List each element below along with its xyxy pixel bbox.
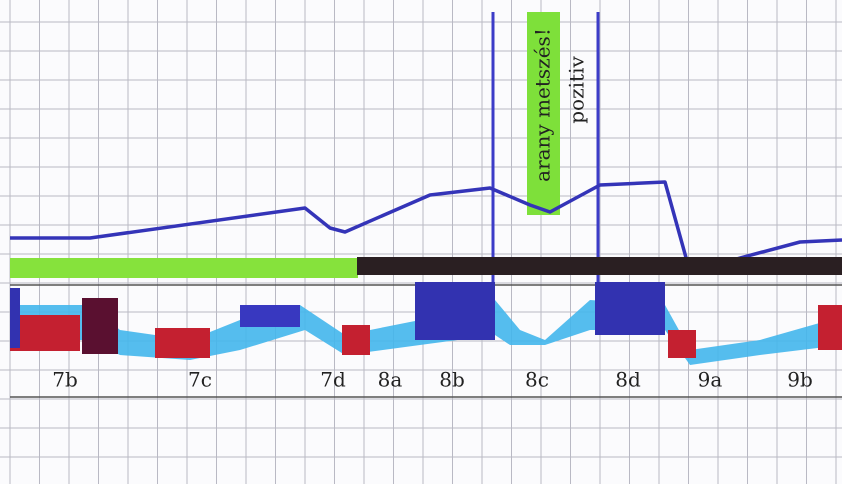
dark-block	[240, 305, 300, 327]
red-block	[342, 325, 370, 355]
segment-label: 7c	[188, 368, 212, 392]
dark-block	[415, 282, 495, 340]
segment-label: 7b	[52, 368, 78, 392]
hand-drawn-diagram: arany metszés! pozitiv 7b 7c 7d 8a 8b 8c 8d 9a 9…	[0, 0, 842, 484]
red-block	[818, 305, 842, 350]
segment-label: 9b	[787, 368, 813, 392]
segment-label: 8c	[525, 368, 549, 392]
green-band	[10, 258, 358, 278]
segment-label: 8b	[439, 368, 465, 392]
annotation: arany metszés!	[531, 28, 555, 182]
segment-label: 7d	[320, 368, 346, 392]
annotation: pozitiv	[565, 56, 589, 124]
page: arany metszés! pozitiv 7b 7c 7d 8a 8b 8c 8d 9a 9…	[0, 0, 842, 484]
red-block	[155, 328, 210, 358]
segment-label: 8d	[615, 368, 641, 392]
dark-block	[10, 288, 20, 348]
black-band	[357, 257, 842, 275]
dark-red-block	[82, 298, 118, 354]
red-block	[10, 315, 80, 351]
paper	[0, 0, 842, 484]
red-block	[668, 330, 696, 358]
dark-block	[595, 282, 665, 335]
segment-label: 9a	[698, 368, 723, 392]
segment-label: 8a	[378, 368, 403, 392]
